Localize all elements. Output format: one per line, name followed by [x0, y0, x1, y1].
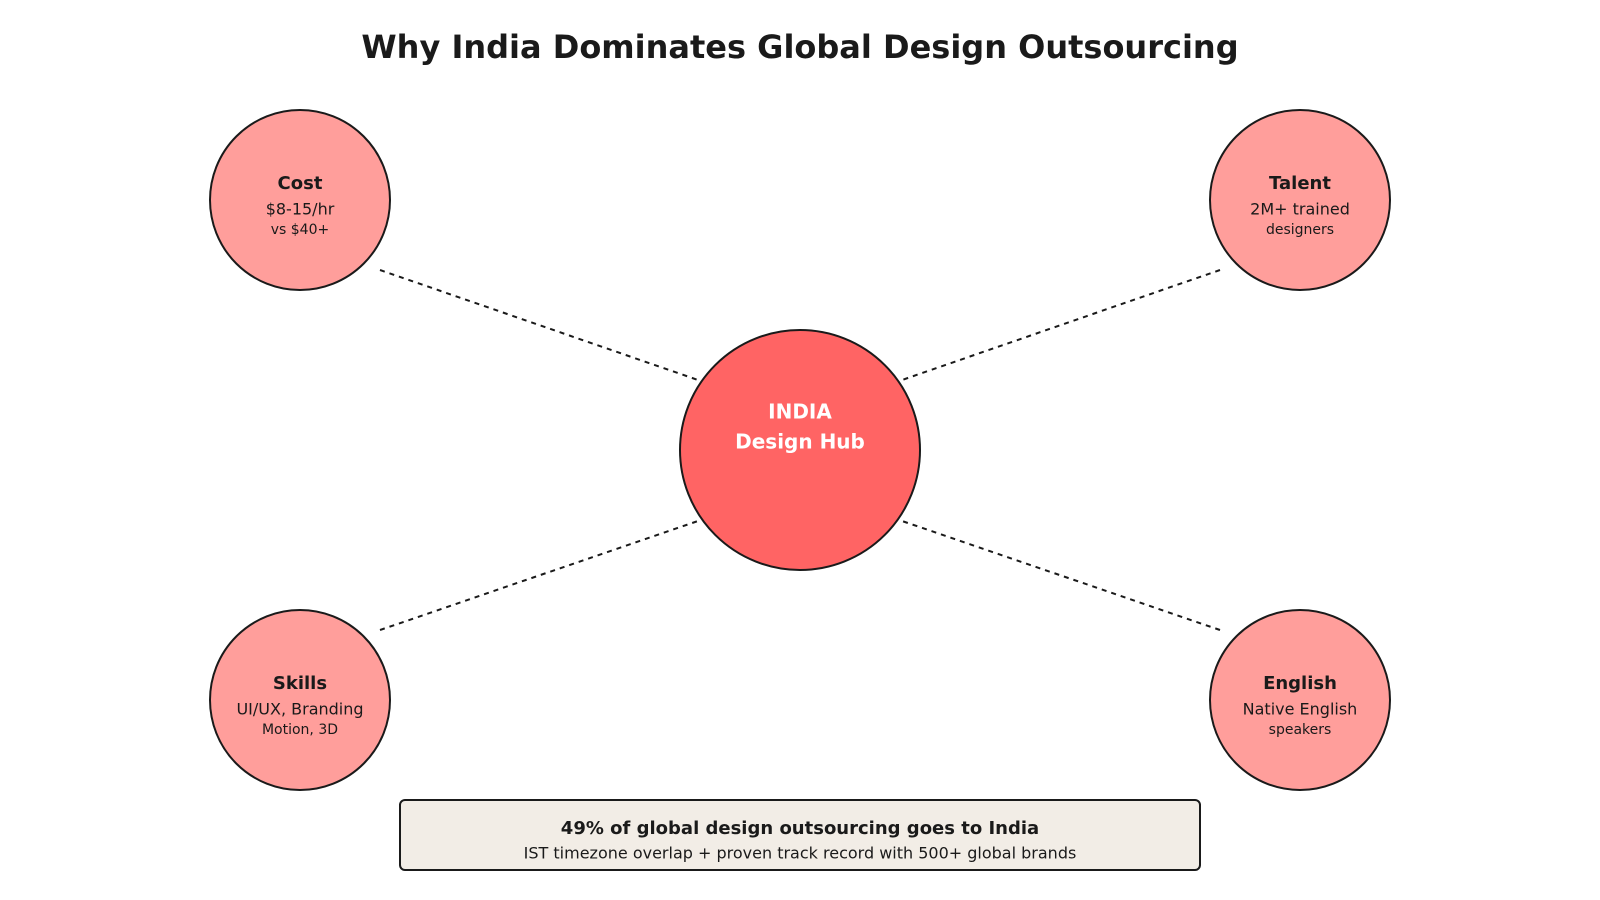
node-circle: [209, 109, 391, 291]
footer-box: [399, 799, 1201, 871]
node-detail: Motion, 3D: [262, 722, 338, 738]
node-detail: Native English: [1243, 700, 1358, 719]
node-title: Talent: [1269, 173, 1331, 194]
center-node: INDIA Design Hub: [679, 329, 921, 571]
node-detail: designers: [1266, 222, 1334, 238]
footer-subtext: IST timezone overlap + proven track reco…: [524, 844, 1077, 863]
title: Why India Dominates Global Design Outsou…: [361, 28, 1238, 66]
center-label: Design Hub: [735, 430, 865, 454]
node-title: Cost: [278, 173, 323, 194]
node-detail: 2M+ trained: [1250, 200, 1350, 219]
node-detail: vs $40+: [271, 222, 329, 238]
node-detail: $8-15/hr: [266, 200, 335, 219]
connector: [379, 520, 699, 631]
center-label: INDIA: [768, 400, 832, 424]
connector: [901, 269, 1221, 381]
node-detail: UI/UX, Branding: [236, 700, 363, 719]
connector: [901, 520, 1221, 631]
node-title: Skills: [273, 673, 327, 694]
center-circle: [679, 329, 921, 571]
footer-headline: 49% of global design outsourcing goes to…: [561, 818, 1039, 839]
connector: [379, 269, 699, 381]
node-circle: [209, 609, 391, 791]
node-circle: [1209, 109, 1391, 291]
node-detail: speakers: [1269, 722, 1332, 738]
nodes: Cost $8-15/hr vs $40+ Talent 2M+ trained desi…: [209, 109, 1391, 791]
node-circle: [1209, 609, 1391, 791]
node-title: English: [1263, 673, 1337, 694]
